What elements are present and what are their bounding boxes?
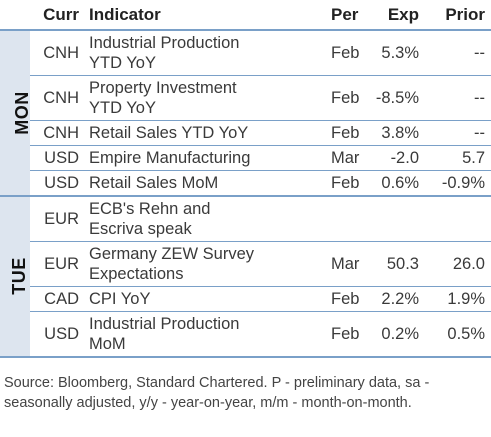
indicator-line: CPI YoY (89, 290, 151, 308)
indicator-line: Empire Manufacturing (89, 149, 251, 167)
indicator-cell: Industrial Production MoM (85, 311, 325, 358)
prior-cell: -0.9% (427, 170, 491, 197)
table-row: MON CNH Industrial Production YTD YoY Feb… (0, 29, 491, 197)
prior-cell: 5.7 (427, 145, 491, 171)
period-cell: Feb (325, 75, 365, 121)
indicator-line: Germany ZEW Survey (89, 245, 255, 263)
indicator-line: Expectations (89, 265, 184, 283)
prior-cell: 1.9% (427, 286, 491, 312)
currency-cell: EUR (30, 196, 85, 242)
table-row: EUR Germany ZEW Survey Expectations Mar 5… (0, 241, 491, 287)
indicator-line: Escriva speak (89, 220, 192, 238)
table-row: USD Industrial Production MoM Feb 0.2% 0.… (0, 311, 491, 358)
indicator-line: YTD YoY (89, 54, 156, 72)
indicator-cell: Empire Manufacturing (85, 145, 325, 171)
header-row: Curr Indicator Per Exp Prior (0, 0, 491, 30)
expected-cell: 2.2% (365, 286, 427, 312)
table-row: CNH Property Investment YTD YoY Feb -8.5%… (0, 75, 491, 121)
header-curr: Curr (30, 0, 85, 30)
currency-cell: CNH (30, 75, 85, 121)
header-exp: Exp (365, 0, 427, 30)
prior-cell: 0.5% (427, 311, 491, 358)
period-cell: Mar (325, 145, 365, 171)
prior-cell: -- (427, 29, 491, 76)
day-label: MON (11, 90, 32, 135)
table-row: USD Retail Sales MoM Feb 0.6% -0.9% (0, 170, 491, 197)
indicator-cell: Retail Sales MoM (85, 170, 325, 197)
indicator-cell: ECB's Rehn and Escriva speak (85, 196, 325, 242)
currency-cell: EUR (30, 241, 85, 287)
currency-cell: USD (30, 311, 85, 358)
header-day-spacer (0, 0, 30, 30)
prior-cell: -- (427, 120, 491, 146)
table-row: USD Empire Manufacturing Mar -2.0 5.7 (0, 145, 491, 171)
indicator-cell: CPI YoY (85, 286, 325, 312)
expected-cell: 5.3% (365, 29, 427, 76)
indicator-line: Industrial Production (89, 315, 240, 333)
indicator-line: MoM (89, 335, 126, 353)
currency-cell: USD (30, 170, 85, 197)
calendar-table: Curr Indicator Per Exp Prior MON CNH Ind… (0, 0, 491, 358)
currency-cell: CNH (30, 29, 85, 76)
period-cell: Feb (325, 311, 365, 358)
period-cell: Mar (325, 241, 365, 287)
expected-cell: -8.5% (365, 75, 427, 121)
currency-cell: CAD (30, 286, 85, 312)
table-row: TUE EUR ECB's Rehn and Escriva speak (0, 196, 491, 358)
expected-cell: 50.3 (365, 241, 427, 287)
indicator-line: YTD YoY (89, 99, 156, 117)
period-cell: Feb (325, 170, 365, 197)
indicator-line: Retail Sales YTD YoY (89, 124, 249, 142)
expected-cell: -2.0 (365, 145, 427, 171)
indicator-line: Industrial Production (89, 34, 240, 52)
period-cell: Feb (325, 29, 365, 76)
indicator-line: Retail Sales MoM (89, 174, 219, 192)
expected-cell: 3.8% (365, 120, 427, 146)
indicator-cell: Retail Sales YTD YoY (85, 120, 325, 146)
expected-cell: 0.6% (365, 170, 427, 197)
source-note: Source: Bloomberg, Standard Chartered. P… (4, 375, 430, 411)
prior-cell (427, 196, 491, 242)
indicator-cell: Germany ZEW Survey Expectations (85, 241, 325, 287)
table-row: CNH Retail Sales YTD YoY Feb 3.8% -- (0, 120, 491, 146)
day-label: TUE (8, 257, 29, 295)
day-label-cell: TUE (0, 196, 30, 358)
prior-cell: 26.0 (427, 241, 491, 287)
period-cell: Feb (325, 120, 365, 146)
header-indicator: Indicator (85, 0, 325, 30)
period-cell (325, 196, 365, 242)
currency-cell: CNH (30, 120, 85, 146)
header-prior: Prior (427, 0, 491, 30)
prior-cell: -- (427, 75, 491, 121)
day-label-cell: MON (0, 29, 32, 197)
indicator-line: Property Investment (89, 79, 237, 97)
expected-cell (365, 196, 427, 242)
currency-cell: USD (30, 145, 85, 171)
indicator-line: ECB's Rehn and (89, 200, 211, 218)
indicator-cell: Property Investment YTD YoY (85, 75, 325, 121)
period-cell: Feb (325, 286, 365, 312)
expected-cell: 0.2% (365, 311, 427, 358)
indicator-cell: Industrial Production YTD YoY (85, 29, 325, 76)
table-row: CAD CPI YoY Feb 2.2% 1.9% (0, 286, 491, 312)
header-per: Per (325, 0, 365, 30)
